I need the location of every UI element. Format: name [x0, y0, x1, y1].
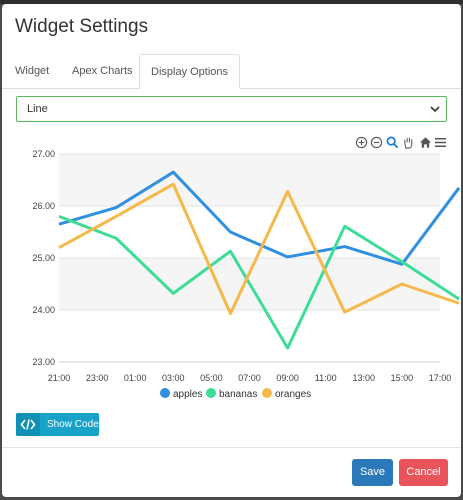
pan-hand-icon[interactable]	[402, 136, 415, 149]
plot-band	[59, 310, 440, 362]
x-tick-label: 17:00	[429, 373, 452, 383]
series-line-bananas	[58, 214, 460, 350]
save-button[interactable]: Save	[352, 459, 393, 486]
home-icon[interactable]	[419, 136, 432, 149]
show-code-button[interactable]: Show Code	[16, 413, 99, 436]
series-line-oranges	[58, 182, 460, 316]
cancel-button[interactable]: Cancel	[399, 459, 448, 486]
gridlines	[59, 153, 440, 363]
x-tick-label: 01:00	[124, 373, 147, 383]
tab-apex-charts[interactable]: Apex Charts	[72, 65, 133, 77]
legend: apples bananas oranges	[160, 388, 311, 400]
x-tick-label: 13:00	[353, 373, 376, 383]
y-tick-label: 23.00	[32, 357, 55, 367]
modal-header: Widget Settings	[2, 4, 461, 48]
y-tick-label: 25.00	[32, 253, 55, 263]
tab-widget[interactable]: Widget	[15, 65, 50, 77]
y-tick-label: 24.00	[32, 305, 55, 315]
chart-type-select-value: Line	[27, 103, 48, 115]
legend-marker-oranges	[262, 388, 272, 398]
legend-label-apples: apples	[173, 389, 202, 400]
series-line-apples	[58, 170, 461, 266]
x-tick-label: 07:00	[238, 373, 261, 383]
chevron-down-icon	[430, 106, 440, 113]
legend-marker-bananas	[206, 388, 216, 398]
show-code-label: Show Code	[47, 419, 99, 430]
menu-icon[interactable]	[434, 136, 447, 149]
y-axis-ticks: 27.00 26.00 25.00 24.00 23.00	[32, 149, 55, 367]
x-tick-label: 11:00	[315, 373, 337, 383]
footer-divider	[2, 447, 461, 448]
x-tick-label: 05:00	[200, 373, 223, 383]
legend-marker-apples	[160, 388, 170, 398]
zoom-out-icon[interactable]	[370, 136, 383, 149]
zoom-icon[interactable]	[386, 136, 399, 149]
plot-background	[59, 154, 440, 362]
plot-band	[59, 206, 440, 258]
plot-band	[59, 154, 440, 206]
chart-toolbar	[355, 136, 447, 150]
modal-title: Widget Settings	[15, 16, 149, 37]
line-chart: 27.00 26.00 25.00 24.00 23.00 21:00 23:00 01:0…	[32, 149, 461, 400]
x-tick-label: 15:00	[391, 373, 414, 383]
x-tick-label: 21:00	[48, 373, 71, 383]
legend-label-oranges: oranges	[275, 389, 311, 400]
page-backdrop	[0, 0, 463, 4]
x-tick-label: 09:00	[276, 373, 299, 383]
zoom-in-icon[interactable]	[355, 136, 368, 149]
code-icon	[16, 413, 40, 436]
y-tick-label: 27.00	[32, 149, 55, 159]
x-tick-label: 23:00	[86, 373, 109, 383]
tab-display-options[interactable]: Display Options	[139, 54, 241, 89]
chart-type-select[interactable]: Line	[16, 96, 447, 122]
series-lines	[58, 170, 461, 350]
y-tick-label: 26.00	[32, 201, 55, 211]
tab-bar: Widget Apex Charts Display Options	[2, 54, 461, 89]
legend-label-bananas: bananas	[219, 389, 257, 400]
x-axis-ticks: 21:00 23:00 01:00 03:00 05:00 07:00 09:00 11:00…	[48, 373, 452, 383]
x-tick-label: 03:00	[162, 373, 185, 383]
widget-settings-modal: Widget Settings Widget Apex Charts Displ…	[2, 4, 461, 497]
